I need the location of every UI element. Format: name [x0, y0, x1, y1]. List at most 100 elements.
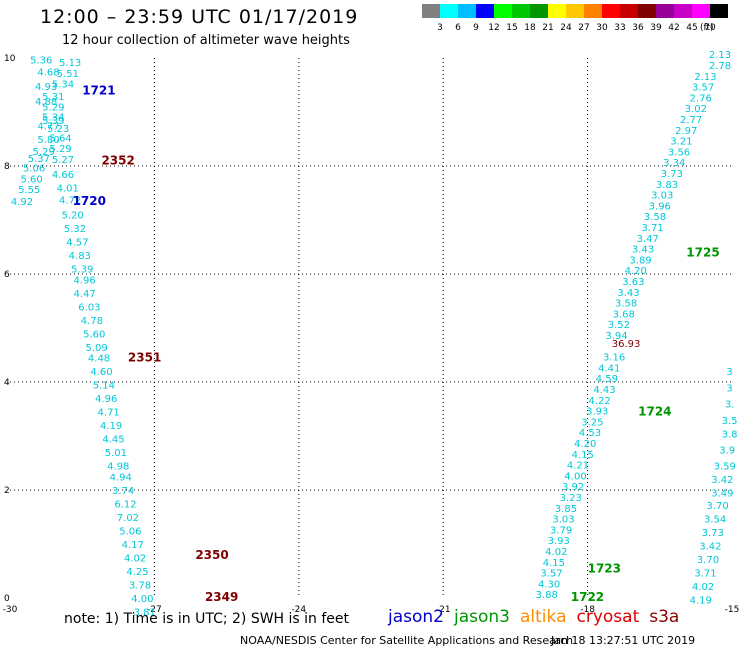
wave-height-value: 4.25	[126, 567, 148, 578]
satellite-jason2: jason2	[388, 607, 444, 627]
wave-height-value: 3.56	[668, 147, 690, 158]
legend-swatch	[458, 4, 476, 18]
wave-height-value: 4.19	[100, 421, 122, 432]
wave-height-value: 3.83	[656, 180, 678, 191]
wave-height-value: 4.15	[543, 558, 565, 569]
legend-label: 21	[542, 23, 554, 33]
wave-height-value: 2.13	[694, 72, 716, 83]
wave-height-value: 3.9	[719, 446, 735, 457]
wave-height-value: 4.77	[37, 122, 59, 133]
legend-label: 36	[632, 23, 644, 33]
wave-height-value: 5.29	[33, 147, 55, 158]
wave-height-value: 3	[726, 367, 732, 378]
wave-height-value: 3.34	[663, 158, 685, 169]
chart-title: 12:00 – 23:59 UTC 01/17/2019	[40, 6, 359, 28]
wave-height-value: 3.42	[711, 475, 733, 486]
wave-height-value: 4.88	[35, 97, 57, 108]
wave-height-value: 2.77	[680, 115, 702, 126]
wave-height-value: 5.55	[18, 185, 40, 196]
wave-height-value: 4.57	[66, 238, 88, 249]
wave-height-value: 4.93	[35, 82, 57, 93]
wave-height-value: 4.98	[107, 462, 129, 473]
wave-height-value: 3.96	[649, 201, 671, 212]
wave-height-value: 3.93	[586, 407, 608, 418]
wave-height-value: 4.72	[59, 195, 81, 206]
wave-height-value: 5.09	[86, 343, 108, 354]
wave-height-value: 5.32	[64, 224, 86, 235]
wave-height-value: 5.23	[47, 124, 69, 135]
wave-height-value: 4.15	[572, 450, 594, 461]
wave-height-value: 3.89	[629, 255, 651, 266]
wave-height-value: 3.57	[692, 83, 714, 94]
legend-label: 27	[578, 23, 590, 33]
wave-height-value: 4.30	[538, 579, 560, 590]
wave-height-value: 4.78	[81, 316, 103, 327]
pass-time-label: 2352	[101, 154, 134, 168]
wave-height-value: 6.03	[78, 302, 100, 313]
wave-height-value: 3.70	[706, 501, 728, 512]
wave-height-value: 5.20	[61, 211, 83, 222]
wave-height-value: 4.96	[73, 275, 95, 286]
y-tick-label: 6	[4, 270, 10, 280]
legend-labels: 3 6 9 12 15 18 21 24 27 30 33 36 39 42 45 70	[422, 23, 728, 33]
satellite-s3a: s3a	[649, 607, 680, 627]
satellite-jason3: jason3	[454, 607, 510, 627]
wave-height-value: 3.88	[536, 590, 558, 601]
legend-color-bar	[422, 4, 728, 18]
wave-height-value: 5.27	[52, 155, 74, 166]
wave-height-value: 3.59	[714, 462, 736, 473]
pass-time-label: 1725	[686, 245, 719, 259]
wave-height-value: 4.21	[567, 461, 589, 472]
wave-height-value: 4.02	[545, 547, 567, 558]
wave-height-value: 4.47	[73, 289, 95, 300]
legend-label: 24	[560, 23, 572, 33]
wave-height-value: 3.52	[608, 320, 630, 331]
wave-height-value: 4.00	[131, 594, 153, 605]
wave-height-value: 5.31	[42, 92, 64, 103]
wave-height-value: 5.39	[71, 265, 93, 276]
legend-label: 15	[506, 23, 518, 33]
x-tick-label: -30	[3, 605, 18, 615]
wave-height-value: 3.57	[540, 569, 562, 580]
wave-height-value: 4.53	[579, 428, 601, 439]
wave-height-value: 3.71	[694, 569, 716, 580]
wave-height-value: 36.93	[612, 339, 641, 350]
wave-height-value: 3.8	[722, 429, 738, 440]
wave-height-value: 4.94	[110, 473, 132, 484]
wave-height-value: 5.36	[30, 56, 52, 67]
wave-height-value: 4.71	[98, 408, 120, 419]
chart-subtitle: 12 hour collection of altimeter wave hei…	[62, 33, 350, 48]
footer-timestamp: Jan 18 13:27:51 UTC 2019	[551, 634, 696, 647]
wave-height-value: 3.23	[560, 493, 582, 504]
wave-height-value: 5.64	[49, 133, 71, 144]
wave-height-value: 4.02	[124, 554, 146, 565]
x-tick-label: -27	[147, 605, 162, 615]
pass-time-label: 1723	[588, 561, 621, 575]
wave-height-value: 3.71	[641, 223, 663, 234]
footer-credit: NOAA/NESDIS Center for Satellite Applica…	[240, 634, 574, 647]
legend-swatch	[584, 4, 602, 18]
pass-time-label: 1724	[638, 405, 671, 419]
legend-label: 3	[437, 23, 443, 33]
wave-height-value: 4.20	[574, 439, 596, 450]
wave-height-value: 3	[726, 383, 732, 394]
wave-height-value: 4.41	[598, 363, 620, 374]
legend-swatch	[710, 4, 728, 18]
wave-height-value: 4.17	[122, 540, 144, 551]
wave-height-value: 3.93	[548, 536, 570, 547]
wave-height-value: 5.60	[21, 174, 43, 185]
wave-height-value: 5.14	[93, 381, 115, 392]
y-tick-label: 10	[4, 54, 16, 64]
legend-swatch	[422, 4, 440, 18]
legend-label: 42	[668, 23, 680, 33]
wave-height-value: 3.03	[552, 515, 574, 526]
wave-height-value: 4.01	[57, 184, 79, 195]
wave-height-value: 3.54	[704, 515, 726, 526]
wave-height-value: 4.92	[11, 197, 33, 208]
wave-height-value: 2.78	[709, 61, 731, 72]
wave-height-value: 5.29	[42, 103, 64, 114]
wave-height-value: 3.78	[129, 581, 151, 592]
satellite-legend: jason2 jason3 altika cryosat s3a	[388, 607, 689, 627]
wave-height-value: 3.43	[617, 288, 639, 299]
